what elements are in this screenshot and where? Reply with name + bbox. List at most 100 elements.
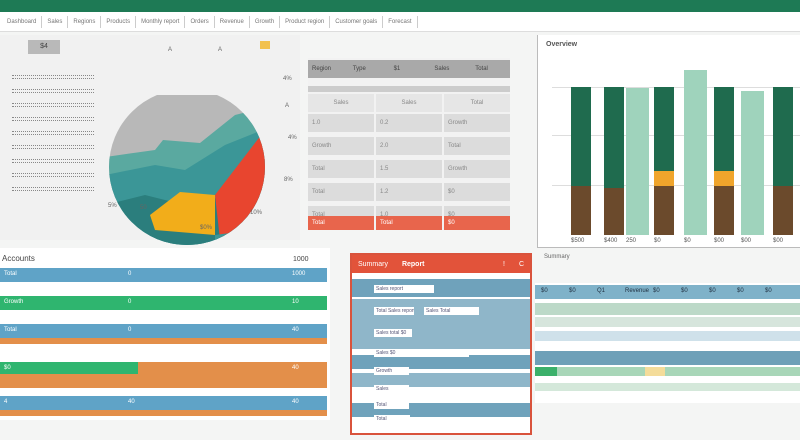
bar-segment-dark[interactable] — [773, 87, 793, 187]
pie-label: 4% — [288, 135, 297, 141]
table-column-header[interactable]: Sales — [376, 94, 442, 112]
tab-9[interactable]: Customer goals — [330, 15, 384, 28]
table-total-cell: Total — [308, 216, 374, 230]
tab-8[interactable]: Product region — [280, 15, 331, 28]
timeline-label: $0 — [541, 288, 548, 294]
table-cell: 1.5 — [376, 160, 442, 178]
progress-label: Total — [4, 327, 17, 333]
timeline-label: $0 — [709, 288, 716, 294]
legend-line — [12, 117, 94, 121]
summary-item[interactable]: Sales Total — [424, 307, 479, 315]
table-row[interactable]: Total 1.5 Growth — [308, 160, 510, 178]
bar-segment-dark[interactable] — [654, 87, 674, 172]
bar-x-label: $00 — [714, 238, 725, 244]
table-toolbar-item[interactable]: $1 — [389, 60, 429, 78]
progress-total: 1000 — [293, 256, 309, 263]
summary-header: Summary Report ! C — [352, 255, 530, 273]
alert-icon[interactable]: ! — [502, 260, 505, 268]
table-total-cell: $0 — [444, 216, 510, 230]
legend-line — [12, 145, 94, 149]
tab-10[interactable]: Forecast — [383, 15, 418, 28]
pie-label: $0% — [200, 225, 213, 231]
summary-item[interactable]: Total Sales report — [374, 307, 414, 315]
pie-label: A — [285, 103, 290, 109]
bar-segment-brown[interactable] — [654, 186, 674, 235]
table-toolbar-item[interactable]: Sales — [430, 60, 470, 78]
table-cell: Total — [308, 183, 374, 201]
summary-item[interactable]: Total — [374, 401, 409, 409]
bar-segment-brown[interactable] — [571, 186, 591, 235]
bar-segment-orange[interactable] — [654, 171, 674, 187]
summary-item[interactable]: Sales — [374, 385, 409, 393]
summary-item[interactable]: Sales report — [374, 285, 434, 293]
bar-segment-brown[interactable] — [714, 186, 734, 235]
tab-3[interactable]: Products — [101, 15, 137, 28]
progress-bar-fill — [0, 362, 138, 374]
table-toolbar-item[interactable]: Type — [348, 60, 388, 78]
progress-label: 40 — [292, 399, 299, 405]
summary-item[interactable]: Total — [374, 415, 410, 423]
bar-segment-brown[interactable] — [604, 187, 624, 235]
data-table: Region Type $1 Sales Total Sales Sales Total 1… — [308, 58, 510, 230]
table-cell: 0.2 — [376, 114, 442, 132]
table-cell: Growth — [444, 160, 510, 178]
progress-label: 40 — [128, 399, 135, 405]
bar-segment-dark[interactable] — [604, 87, 624, 188]
table-toolbar-item[interactable]: Total — [471, 60, 510, 78]
table-total-row: Total Total $0 — [308, 216, 510, 230]
summary-row-bg — [352, 373, 530, 387]
timeline-label: $0 — [653, 288, 660, 294]
table-row[interactable]: Growth 2.0 Total — [308, 137, 510, 155]
table-cell: $0 — [444, 183, 510, 201]
bar-x-label: $0 — [654, 238, 661, 244]
summary-item[interactable]: Growth — [374, 367, 409, 375]
tab-1[interactable]: Sales — [42, 15, 69, 28]
timeline-panel: $0 $0 Q1 Revenue $0 $0 $0 $0 $0 — [535, 283, 800, 403]
table-column-header[interactable]: Sales — [308, 94, 374, 112]
progress-label: 4 — [4, 399, 8, 405]
pie-filter-button[interactable]: $4 — [28, 40, 60, 54]
bar-x-label: $00 — [773, 238, 784, 244]
tab-5[interactable]: Orders — [185, 15, 215, 28]
table-column-header[interactable]: Total — [444, 94, 510, 112]
progress-label: 0 — [128, 299, 132, 305]
bar-segment-dark[interactable] — [714, 87, 734, 172]
table-cell: 2.0 — [376, 137, 442, 155]
bar-x-label: $0 — [684, 238, 691, 244]
bar-segment-brown[interactable] — [773, 186, 793, 235]
progress-bar[interactable] — [0, 268, 327, 282]
legend-line — [12, 187, 94, 191]
tab-4[interactable]: Monthly report — [136, 15, 186, 28]
tab-2[interactable]: Regions — [68, 15, 102, 28]
tab-6[interactable]: Revenue — [215, 15, 250, 28]
table-cell: 1.0 — [308, 114, 374, 132]
tab-bar: Dashboard Sales Regions Products Monthly rep… — [0, 12, 800, 32]
legend-line — [12, 75, 94, 79]
table-toolbar-item[interactable]: Region — [308, 60, 347, 78]
progress-bar-secondary — [0, 338, 327, 344]
progress-label: 10 — [292, 299, 299, 305]
table-cell: Total — [444, 137, 510, 155]
tab-7[interactable]: Growth — [250, 15, 281, 28]
progress-bar[interactable] — [0, 324, 327, 338]
timeline-label: $0 — [681, 288, 688, 294]
table-row[interactable]: 1.0 0.2 Growth — [308, 114, 510, 132]
progress-bar[interactable] — [0, 396, 327, 410]
legend-line — [12, 103, 94, 107]
progress-bar[interactable] — [0, 296, 327, 310]
table-cell: 1.2 — [376, 183, 442, 201]
bar-segment-dark[interactable] — [571, 87, 591, 187]
progress-label: $0 — [4, 365, 11, 371]
progress-label: 0 — [128, 271, 132, 277]
bar-segment-orange[interactable] — [714, 171, 734, 187]
summary-item[interactable]: Sales total $0 — [374, 329, 412, 337]
tab-0[interactable]: Dashboard — [2, 15, 43, 28]
bar-light[interactable] — [741, 91, 764, 235]
refresh-icon[interactable]: C — [518, 260, 524, 268]
table-cell: Growth — [444, 114, 510, 132]
bar-light[interactable] — [626, 88, 649, 235]
table-row[interactable]: Total 1.2 $0 — [308, 183, 510, 201]
summary-item[interactable]: Sales $0 — [374, 349, 469, 357]
bar-light[interactable] — [684, 70, 707, 235]
timeline-header: $0 $0 Q1 Revenue $0 $0 $0 $0 $0 — [535, 285, 800, 299]
